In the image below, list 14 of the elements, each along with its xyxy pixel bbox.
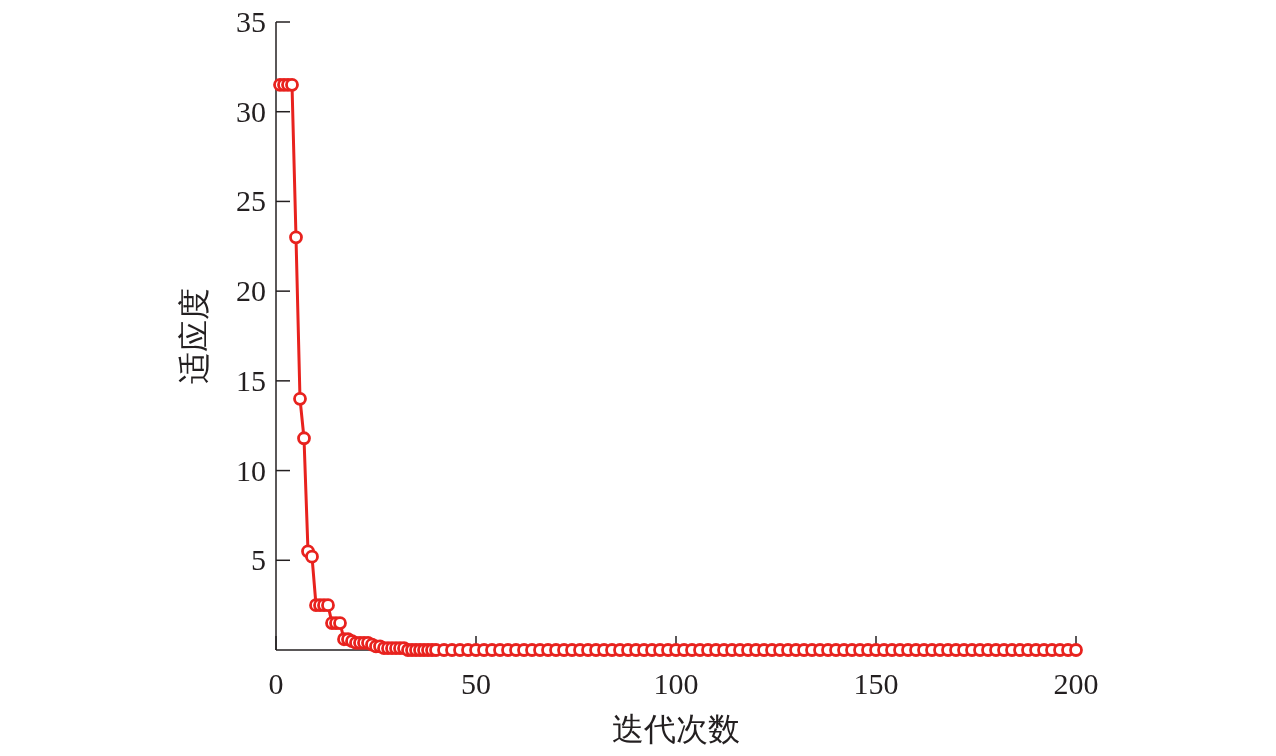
xlabel: 迭代次数 bbox=[612, 711, 740, 747]
y-tick-label: 25 bbox=[236, 184, 266, 218]
ylabel: 适应度 bbox=[176, 288, 212, 384]
y-tick-label: 5 bbox=[251, 543, 266, 577]
y-tick-label: 20 bbox=[236, 274, 266, 308]
x-tick-label: 0 bbox=[268, 667, 284, 700]
y-tick-label: 10 bbox=[236, 453, 266, 487]
x-tick-label: 50 bbox=[461, 667, 491, 700]
x-tick-label: 200 bbox=[1053, 667, 1099, 700]
y-tick-label: 30 bbox=[236, 94, 266, 128]
y-tick-label: 15 bbox=[236, 363, 266, 397]
y-tick-label: 35 bbox=[236, 5, 266, 38]
x-tick-label: 100 bbox=[653, 667, 699, 700]
x-tick-label: 150 bbox=[853, 667, 899, 700]
